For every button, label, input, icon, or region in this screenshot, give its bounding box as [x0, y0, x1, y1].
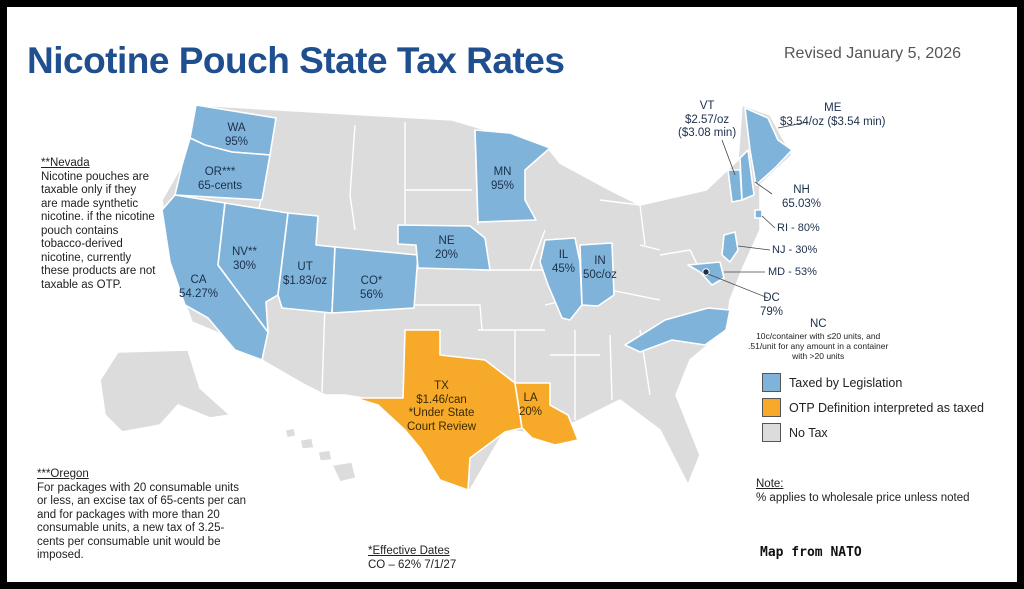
legend-item-legislation: Taxed by Legislation	[762, 370, 984, 395]
state-hi-2	[299, 437, 315, 450]
note-wholesale-heading: Note:	[756, 478, 784, 490]
state-or	[174, 137, 271, 201]
legend-swatch-otp	[762, 398, 781, 417]
leader-nh	[754, 181, 773, 195]
note-nevada-heading: **Nevada	[41, 157, 90, 169]
state-in	[579, 242, 615, 307]
state-co	[331, 246, 419, 314]
legend-item-otp: OTP Definition interpreted as taxed	[762, 395, 984, 420]
label-nc-detail: 10c/container with ≤20 units, and .51/uni…	[748, 331, 889, 361]
label-ne: NE 20%	[435, 235, 459, 261]
state-ne	[397, 224, 491, 271]
legend-label-legislation: Taxed by Legislation	[789, 375, 903, 390]
note-wholesale-body: % applies to wholesale price unless note…	[756, 491, 970, 504]
state-hi-3	[317, 449, 333, 462]
label-ri: RI - 80%	[777, 222, 820, 234]
label-dc: DC 79%	[760, 292, 784, 318]
note-oregon: ***Oregon For packages with 20 consumabl…	[37, 468, 247, 563]
note-effective-body: CO – 62% 7/1/27	[368, 558, 457, 571]
us-base-shape	[161, 104, 793, 491]
label-ca: CA 54.27%	[179, 274, 219, 300]
label-me: ME $3.54/oz ($3.54 min)	[780, 102, 886, 128]
label-md: MD - 53%	[768, 266, 817, 278]
label-ut: UT $1.83/oz	[283, 261, 328, 287]
map-credit: Map from NATO	[760, 545, 862, 560]
leader-me	[777, 121, 809, 129]
state-nj	[721, 231, 739, 263]
leader-vt	[721, 139, 736, 176]
label-co: CO* 56%	[360, 275, 384, 301]
dc-marker	[702, 268, 710, 276]
legend-label-otp: OTP Definition interpreted as taxed	[789, 400, 985, 415]
revised-date: Revised January 5, 2026	[784, 45, 961, 62]
label-il: IL 45%	[552, 249, 576, 275]
state-me	[744, 107, 793, 186]
label-or: OR*** 65-cents	[198, 166, 243, 192]
note-nevada: **Nevada Nicotine pouches are taxable on…	[41, 157, 156, 292]
label-mn: MN 95%	[491, 166, 515, 192]
leader-ri	[761, 215, 776, 229]
state-ak	[99, 349, 231, 433]
note-oregon-body: For packages with 20 consumable units or…	[37, 481, 247, 562]
note-nevada-body: Nicotine pouches are taxable only if the…	[41, 170, 156, 291]
state-nh	[739, 149, 755, 201]
label-nj: NJ - 30%	[772, 244, 818, 256]
label-vt: VT $2.57/oz ($3.08 min)	[678, 100, 737, 139]
legend: Taxed by Legislation OTP Definition inte…	[762, 370, 984, 445]
legend-swatch-none	[762, 423, 781, 442]
legend-swatch-legislation	[762, 373, 781, 392]
label-tx: TX $1.46/can *Under State Court Review	[407, 380, 477, 433]
legend-item-none: No Tax	[762, 420, 984, 445]
state-nc	[624, 307, 731, 353]
label-nv: NV** 30%	[232, 246, 257, 272]
note-effective-heading: *Effective Dates	[368, 545, 450, 557]
leader-nj	[737, 245, 771, 251]
label-la: LA 20%	[519, 392, 543, 418]
state-mn	[474, 129, 551, 223]
state-hi-1	[284, 427, 297, 439]
legend-label-none: No Tax	[789, 425, 828, 440]
leader-dc	[707, 273, 769, 299]
state-tx	[354, 329, 523, 491]
state-hi-4	[331, 461, 357, 483]
label-in: IN 50c/oz	[583, 255, 617, 281]
state-la	[514, 382, 579, 446]
label-wa: WA 95%	[225, 122, 249, 148]
label-nc: NC	[810, 318, 827, 330]
label-nh: NH 65.03%	[782, 184, 822, 210]
note-oregon-heading: ***Oregon	[37, 468, 89, 480]
note-effective: *Effective Dates CO – 62% 7/1/27	[368, 545, 488, 572]
page-title: Nicotine Pouch State Tax Rates	[27, 40, 565, 81]
state-ri	[754, 209, 763, 219]
state-il	[539, 237, 583, 321]
note-wholesale: Note: % applies to wholesale price unles…	[756, 478, 1006, 505]
